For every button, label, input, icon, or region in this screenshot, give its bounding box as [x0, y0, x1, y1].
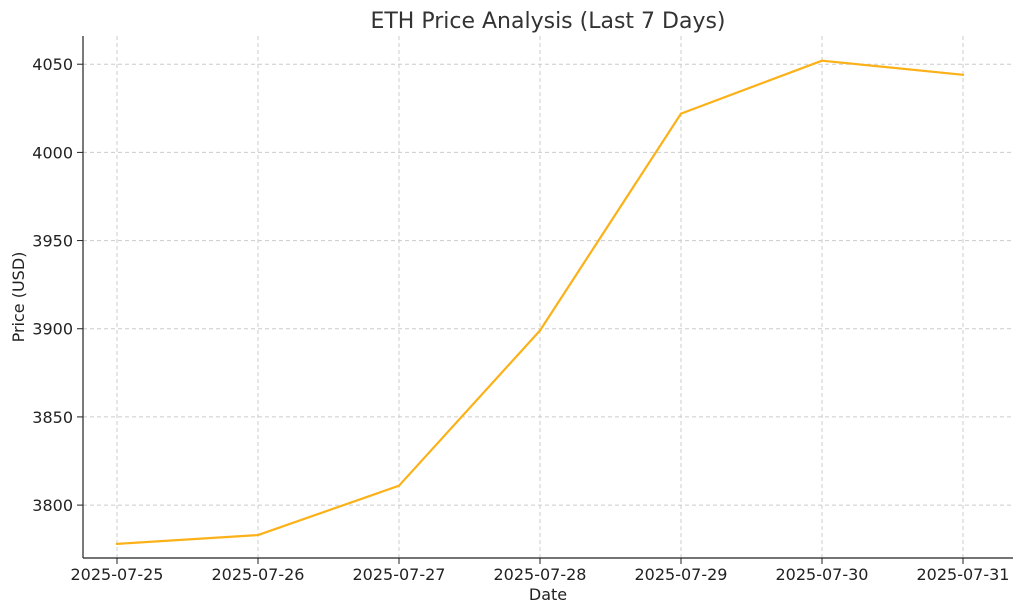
x-tick-label: 2025-07-28	[494, 565, 587, 584]
grid	[83, 36, 1013, 558]
labels: ETH Price Analysis (Last 7 Days) Date Pr…	[9, 9, 726, 604]
data-point	[397, 484, 401, 487]
data-point	[820, 59, 824, 62]
series-layer	[115, 59, 965, 545]
y-tick-label: 4050	[32, 55, 73, 74]
x-axis-label: Date	[529, 585, 567, 604]
data-point	[679, 112, 683, 115]
y-tick-label: 4000	[32, 143, 73, 162]
data-point	[256, 533, 260, 537]
data-point	[538, 329, 542, 332]
data-point	[115, 542, 119, 545]
x-tick-label: 2025-07-30	[776, 565, 869, 584]
chart-title: ETH Price Analysis (Last 7 Days)	[370, 9, 725, 34]
axes: 2025-07-25 2025-07-26 2025-07-27 2025-07-28…	[32, 36, 1013, 584]
x-tick-label: 2025-07-31	[917, 565, 1010, 584]
data-point	[961, 73, 965, 76]
y-tick-label: 3800	[32, 496, 73, 515]
y-tick-label: 3850	[32, 408, 73, 427]
x-tick-label: 2025-07-26	[212, 565, 305, 584]
x-tick-label: 2025-07-27	[353, 565, 446, 584]
y-tick-label: 3950	[32, 232, 73, 251]
y-axis-label: Price (USD)	[9, 252, 28, 343]
x-tick-label: 2025-07-25	[71, 565, 164, 584]
x-tick-label: 2025-07-29	[635, 565, 728, 584]
y-tick-label: 3900	[32, 320, 73, 339]
